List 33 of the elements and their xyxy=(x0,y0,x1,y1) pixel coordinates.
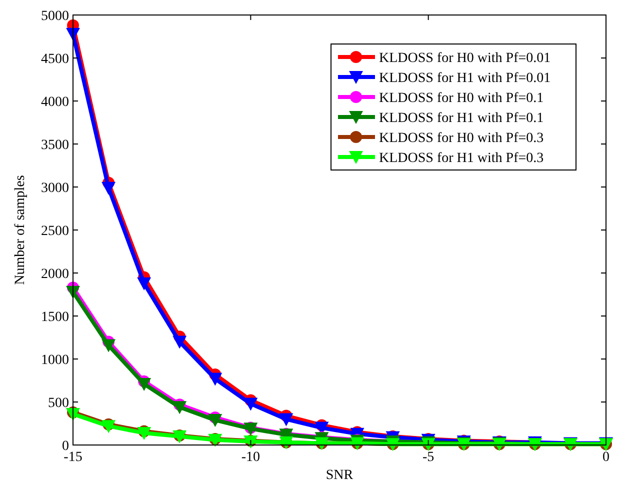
point xyxy=(102,339,116,352)
y-tick-label: 2500 xyxy=(41,224,69,239)
point xyxy=(137,378,152,391)
legend-label: KLDOSS for H1 with Pf=0.1 xyxy=(379,111,544,126)
point xyxy=(208,414,222,428)
point xyxy=(102,420,116,434)
point xyxy=(137,426,152,440)
x-tick-label: 0 xyxy=(602,450,610,465)
point xyxy=(172,336,187,349)
y-tick-label: 3000 xyxy=(41,181,69,196)
point xyxy=(172,401,187,414)
legend-label: KLDOSS for H1 with Pf=0.01 xyxy=(379,71,551,86)
legend-label: KLDOSS for H1 with Pf=0.3 xyxy=(379,151,544,166)
y-tick-label: 1500 xyxy=(41,310,69,325)
point xyxy=(102,182,116,195)
point xyxy=(208,372,222,386)
point xyxy=(137,277,152,290)
x-axis-title: SNR xyxy=(326,468,354,483)
y-tick-label: 4000 xyxy=(41,95,69,110)
y-tick-label: 3500 xyxy=(41,138,69,153)
y-tick-label: 2000 xyxy=(41,267,69,282)
point xyxy=(279,413,294,426)
legend-label: KLDOSS for H0 with Pf=0.1 xyxy=(379,91,544,106)
y-tick-label: 5000 xyxy=(41,9,69,24)
legend-label: KLDOSS for H0 with Pf=0.01 xyxy=(379,51,551,66)
x-tick-label: -10 xyxy=(241,450,260,465)
y-tick-label: 1000 xyxy=(41,353,69,368)
legend-label: KLDOSS for H0 with Pf=0.3 xyxy=(379,131,544,146)
point xyxy=(244,398,258,411)
y-tick-label: 4500 xyxy=(41,52,69,67)
y-tick-label: 500 xyxy=(48,396,69,411)
x-tick-label: -5 xyxy=(422,450,434,465)
y-axis-title: Number of samples xyxy=(13,175,28,285)
